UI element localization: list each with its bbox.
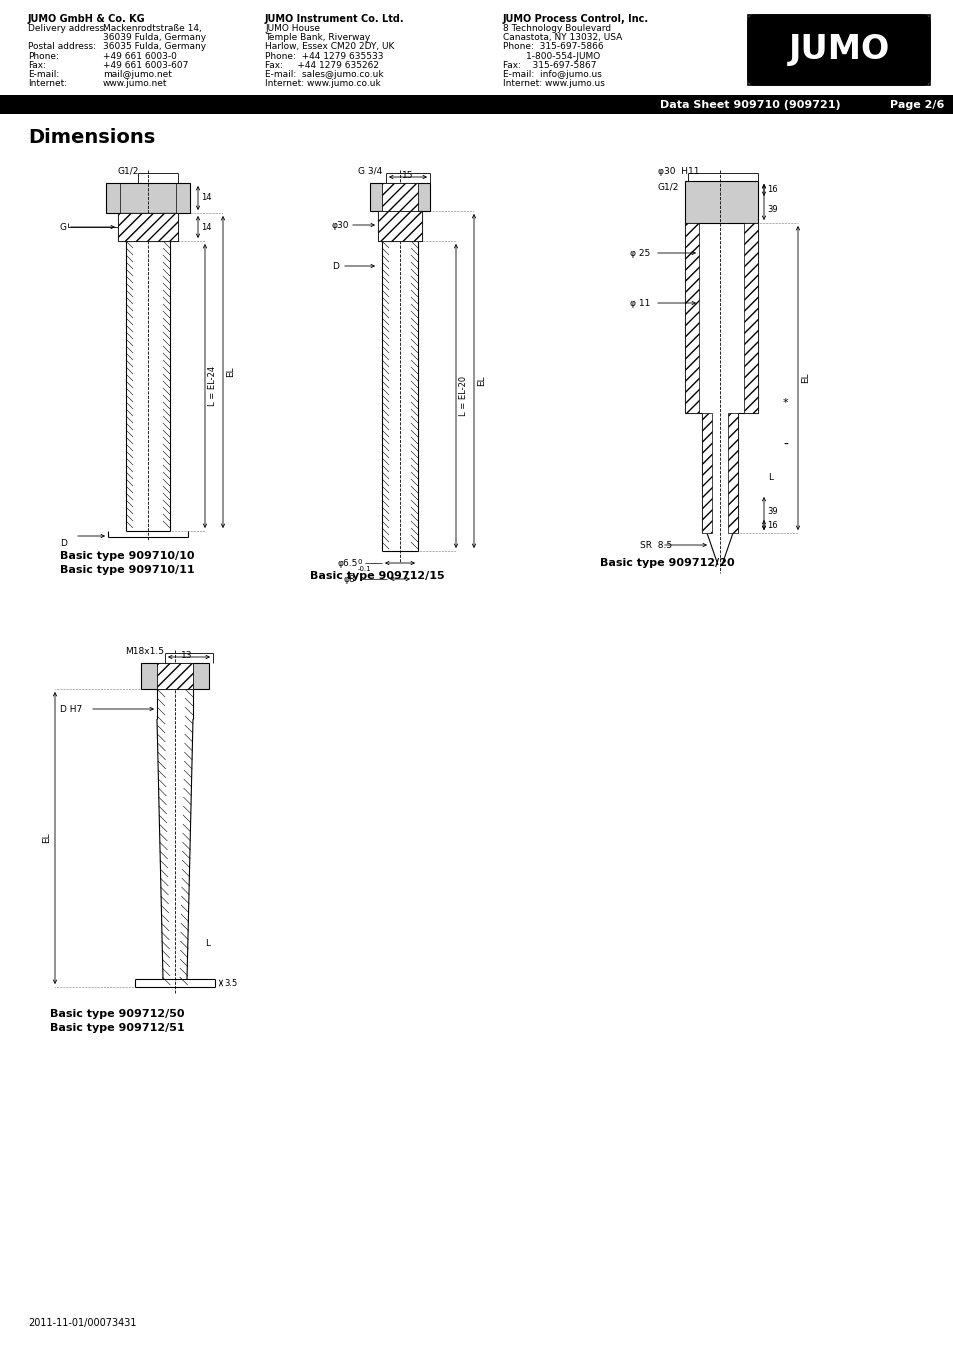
- Text: Internet: www.jumo.us: Internet: www.jumo.us: [502, 80, 604, 88]
- Bar: [743, 223, 758, 413]
- Text: D: D: [332, 262, 338, 272]
- Text: *: *: [782, 399, 788, 408]
- Text: φ30  H11: φ30 H11: [658, 168, 699, 176]
- Text: JUMO GmbH & Co. KG: JUMO GmbH & Co. KG: [28, 14, 146, 24]
- Text: φ 25: φ 25: [629, 249, 650, 258]
- Text: Internet: www.jumo.co.uk: Internet: www.jumo.co.uk: [265, 80, 380, 88]
- Text: 36035 Fulda, Germany: 36035 Fulda, Germany: [103, 42, 206, 51]
- Text: 39: 39: [766, 507, 777, 516]
- Text: L = EL-24: L = EL-24: [208, 366, 216, 407]
- Text: +49 661 6003-0: +49 661 6003-0: [103, 51, 176, 61]
- Text: JUMO House: JUMO House: [265, 24, 319, 32]
- Text: Phone:  +44 1279 635533: Phone: +44 1279 635533: [265, 51, 383, 61]
- Text: 14: 14: [201, 193, 212, 203]
- Text: Dimensions: Dimensions: [28, 128, 155, 147]
- Text: 1-800-554-JUMO: 1-800-554-JUMO: [502, 51, 599, 61]
- Text: +49 661 6003-607: +49 661 6003-607: [103, 61, 188, 70]
- Text: EL: EL: [226, 366, 234, 377]
- Text: 14: 14: [201, 223, 212, 231]
- Text: JUMO Instrument Co. Ltd.: JUMO Instrument Co. Ltd.: [265, 14, 404, 24]
- Bar: [381, 182, 417, 211]
- Text: 8 Technology Boulevard: 8 Technology Boulevard: [502, 24, 611, 32]
- Text: G: G: [60, 223, 67, 232]
- Text: D H7: D H7: [60, 705, 82, 713]
- Text: φ6.5: φ6.5: [337, 559, 358, 567]
- Text: D: D: [60, 539, 67, 549]
- Text: Fax:     +44 1279 635262: Fax: +44 1279 635262: [265, 61, 378, 70]
- Text: Basic type 909712/20: Basic type 909712/20: [599, 558, 734, 567]
- Text: 36039 Fulda, Germany: 36039 Fulda, Germany: [103, 34, 206, 42]
- Text: Data Sheet 909710 (909721): Data Sheet 909710 (909721): [659, 100, 840, 109]
- Bar: [0, 95, 953, 113]
- Text: 16: 16: [766, 520, 777, 530]
- Bar: [684, 181, 758, 223]
- Text: 13: 13: [181, 651, 193, 661]
- Text: JUMO Process Control, Inc.: JUMO Process Control, Inc.: [502, 14, 648, 24]
- Text: Postal address:: Postal address:: [28, 42, 96, 51]
- Text: EL: EL: [42, 832, 51, 843]
- Bar: [684, 223, 699, 413]
- Text: L: L: [767, 473, 772, 482]
- Text: 39: 39: [766, 205, 777, 215]
- Text: mail@jumo.net: mail@jumo.net: [103, 70, 172, 78]
- Text: Temple Bank, Riverway: Temple Bank, Riverway: [265, 34, 370, 42]
- Text: φ 11: φ 11: [629, 299, 650, 308]
- Text: E-mail:: E-mail:: [28, 70, 59, 78]
- Text: 3.5: 3.5: [224, 978, 237, 988]
- Text: Phone:: Phone:: [28, 51, 59, 61]
- Text: 16: 16: [766, 185, 777, 195]
- Bar: [157, 663, 193, 689]
- Text: G1/2: G1/2: [658, 182, 679, 190]
- Text: 15: 15: [402, 172, 414, 180]
- Text: www.jumo.net: www.jumo.net: [103, 80, 168, 88]
- Bar: [118, 213, 178, 240]
- Text: Canastota, NY 13032, USA: Canastota, NY 13032, USA: [502, 34, 621, 42]
- Text: Phone:  315-697-5866: Phone: 315-697-5866: [502, 42, 603, 51]
- Text: Page 2/6: Page 2/6: [889, 100, 943, 109]
- Text: EL: EL: [801, 373, 809, 384]
- Text: Basic type 909710/10: Basic type 909710/10: [60, 551, 194, 561]
- Bar: [141, 663, 209, 689]
- Text: Basic type 909712/15: Basic type 909712/15: [310, 571, 444, 581]
- Bar: [377, 211, 421, 240]
- Text: G 3/4: G 3/4: [357, 168, 382, 176]
- Text: M18x1.5: M18x1.5: [125, 647, 164, 657]
- Bar: [377, 211, 421, 240]
- Text: E-mail:  info@jumo.us: E-mail: info@jumo.us: [502, 70, 601, 78]
- Text: L = EL-20: L = EL-20: [458, 376, 468, 416]
- Bar: [701, 413, 711, 534]
- Bar: [118, 213, 178, 240]
- Bar: [727, 413, 738, 534]
- Text: 0: 0: [357, 559, 362, 565]
- Text: -: -: [782, 438, 787, 453]
- Text: L: L: [205, 939, 210, 948]
- Text: EL: EL: [476, 376, 485, 386]
- Bar: [106, 182, 190, 213]
- Text: SR  8.5: SR 8.5: [639, 540, 672, 550]
- Bar: [370, 182, 430, 211]
- Text: JUMO: JUMO: [787, 34, 889, 66]
- Text: Mackenrodtstraße 14,: Mackenrodtstraße 14,: [103, 24, 201, 32]
- Text: φ8: φ8: [344, 576, 355, 584]
- Text: Basic type 909712/51: Basic type 909712/51: [50, 1023, 185, 1034]
- Text: Harlow, Essex CM20 2DY, UK: Harlow, Essex CM20 2DY, UK: [265, 42, 394, 51]
- Bar: [747, 15, 929, 85]
- Text: Basic type 909710/11: Basic type 909710/11: [60, 565, 194, 576]
- Text: Internet:: Internet:: [28, 80, 67, 88]
- Text: Fax:: Fax:: [28, 61, 46, 70]
- Text: Delivery address:: Delivery address:: [28, 24, 107, 32]
- Text: -0.1: -0.1: [357, 566, 372, 571]
- Text: 2011-11-01/00073431: 2011-11-01/00073431: [28, 1319, 136, 1328]
- Text: G1/2: G1/2: [118, 168, 139, 176]
- Text: E-mail:  sales@jumo.co.uk: E-mail: sales@jumo.co.uk: [265, 70, 383, 78]
- Text: Basic type 909712/50: Basic type 909712/50: [50, 1009, 184, 1019]
- Text: φ30: φ30: [332, 222, 349, 230]
- FancyBboxPatch shape: [748, 16, 928, 84]
- Text: Fax:    315-697-5867: Fax: 315-697-5867: [502, 61, 596, 70]
